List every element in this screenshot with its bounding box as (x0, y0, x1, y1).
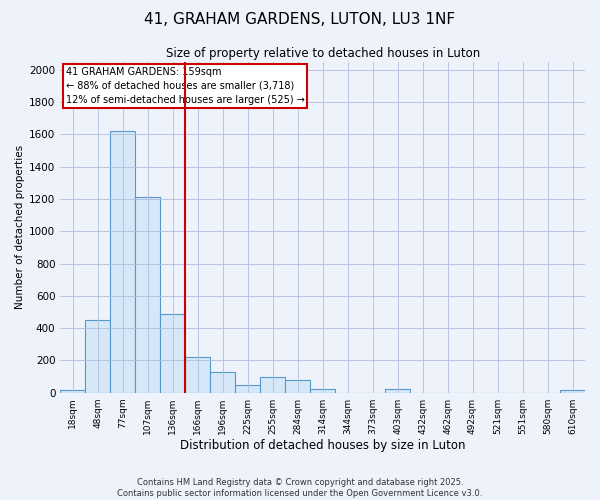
Bar (285, 380, 310, 392)
Text: 41, GRAHAM GARDENS, LUTON, LU3 1NF: 41, GRAHAM GARDENS, LUTON, LU3 1NF (145, 12, 455, 28)
Text: Contains HM Land Registry data © Crown copyright and database right 2025.
Contai: Contains HM Land Registry data © Crown c… (118, 478, 482, 498)
Bar (260, 376, 285, 392)
Title: Size of property relative to detached houses in Luton: Size of property relative to detached ho… (166, 48, 480, 60)
Bar (160, 314, 185, 392)
Bar (385, 389, 410, 392)
Y-axis label: Number of detached properties: Number of detached properties (15, 145, 25, 309)
Bar (110, 131, 135, 392)
Bar (135, 198, 160, 392)
Bar (210, 372, 235, 392)
Bar (185, 357, 210, 392)
Bar (310, 389, 335, 392)
Bar (85, 320, 110, 392)
Bar (60, 390, 85, 392)
Bar (560, 390, 585, 392)
Text: 41 GRAHAM GARDENS: 159sqm
← 88% of detached houses are smaller (3,718)
12% of se: 41 GRAHAM GARDENS: 159sqm ← 88% of detac… (65, 66, 304, 104)
Bar (235, 384, 260, 392)
X-axis label: Distribution of detached houses by size in Luton: Distribution of detached houses by size … (180, 440, 466, 452)
